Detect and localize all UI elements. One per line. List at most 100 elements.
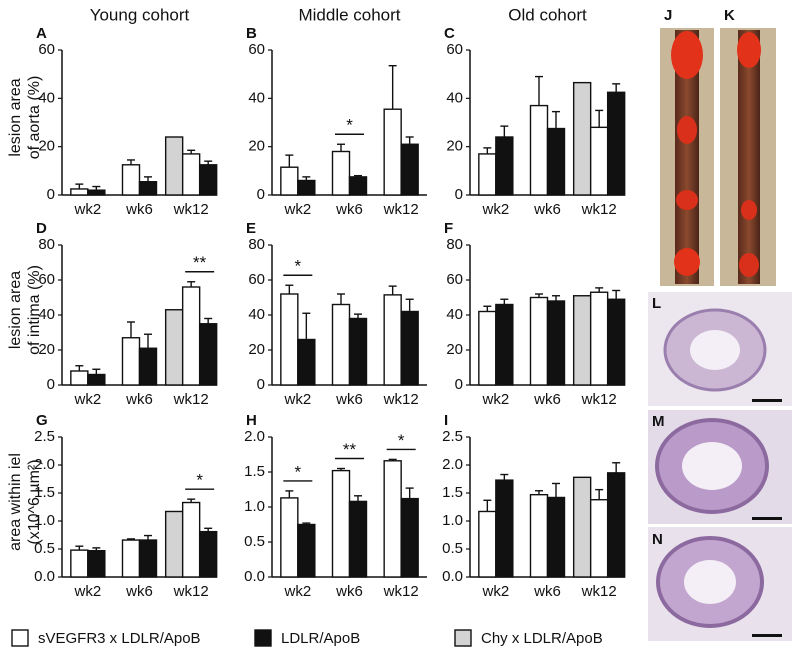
bar xyxy=(181,286,201,386)
bar xyxy=(297,338,316,386)
bar xyxy=(280,497,299,578)
aorta-strip xyxy=(738,30,760,284)
x-tick-label: wk6 xyxy=(533,391,561,408)
legend-swatch xyxy=(254,629,272,647)
histology-n xyxy=(648,527,792,641)
significance-label: * xyxy=(196,471,203,490)
x-tick-label: wk12 xyxy=(383,391,419,408)
bar xyxy=(400,143,419,196)
bar xyxy=(400,310,419,386)
y-tick-label: 20 xyxy=(446,341,463,358)
bar xyxy=(297,523,316,578)
significance-label: ** xyxy=(193,253,207,272)
y-tick-label: 60 xyxy=(446,271,463,288)
x-tick-label: wk12 xyxy=(173,583,209,600)
y-tick-label: 60 xyxy=(248,41,265,58)
bar xyxy=(198,164,218,196)
y-tick-label: 80 xyxy=(38,236,55,253)
x-tick-label: wk2 xyxy=(73,583,101,600)
histology-l xyxy=(648,292,792,406)
bar xyxy=(181,153,201,196)
bar xyxy=(495,303,514,386)
scale-bar xyxy=(752,399,782,402)
x-tick-label: wk12 xyxy=(581,391,617,408)
bar xyxy=(181,501,201,578)
bar xyxy=(495,479,514,578)
y-tick-label: 60 xyxy=(248,271,265,288)
panel-letter: E xyxy=(246,220,256,237)
legend-label: LDLR/ApoB xyxy=(281,630,360,647)
panel-letter: M xyxy=(652,413,665,430)
x-tick-label: wk12 xyxy=(383,201,419,218)
histology-m xyxy=(648,410,792,524)
x-tick-label: wk12 xyxy=(383,583,419,600)
y-tick-label: 0 xyxy=(47,186,55,203)
y-tick-label: 20 xyxy=(248,341,265,358)
bar xyxy=(572,81,592,196)
y-tick-label: 40 xyxy=(446,306,463,323)
panel-letter: N xyxy=(652,531,663,548)
bar xyxy=(589,291,609,386)
bar xyxy=(529,296,549,386)
bar xyxy=(529,104,549,196)
lesion-stain xyxy=(737,32,761,68)
bar xyxy=(70,549,89,578)
y-tick-label: 60 xyxy=(446,41,463,58)
bar xyxy=(495,136,514,196)
y-axis-label: area within iel xyxy=(7,453,24,551)
y-tick-label: 0.5 xyxy=(244,533,265,550)
x-tick-label: wk6 xyxy=(533,201,561,218)
legend-swatch xyxy=(454,629,472,647)
y-tick-label: 0 xyxy=(257,376,265,393)
y-tick-label: 1.0 xyxy=(244,498,265,515)
lesion-stain xyxy=(674,248,700,276)
y-tick-label: 0.5 xyxy=(34,540,55,557)
x-tick-label: wk12 xyxy=(173,201,209,218)
scale-bar xyxy=(752,634,782,637)
y-tick-label: 1.5 xyxy=(442,484,463,501)
lumen xyxy=(690,330,740,370)
x-tick-label: wk12 xyxy=(581,201,617,218)
bar xyxy=(572,476,592,578)
y-tick-label: 1.0 xyxy=(442,512,463,529)
lesion-stain xyxy=(677,116,697,144)
x-tick-label: wk6 xyxy=(533,583,561,600)
lumen xyxy=(682,442,742,490)
y-tick-label: 0 xyxy=(257,186,265,203)
bar xyxy=(121,539,141,578)
y-tick-label: 1.0 xyxy=(34,512,55,529)
panel-letter: A xyxy=(36,25,47,42)
bar xyxy=(606,472,626,578)
y-axis-label: lesion area xyxy=(7,271,24,349)
y-tick-label: 20 xyxy=(446,138,463,155)
x-tick-label: wk6 xyxy=(335,201,363,218)
bar xyxy=(348,176,368,196)
legend-label: Chy x LDLR/ApoB xyxy=(481,630,603,647)
panel-letter: L xyxy=(652,295,661,312)
x-tick-label: wk2 xyxy=(283,583,311,600)
significance-label: * xyxy=(295,462,302,481)
lesion-stain xyxy=(739,253,759,277)
bar xyxy=(546,300,566,386)
y-axis-label: of intima (%) xyxy=(26,265,43,355)
bar xyxy=(164,136,184,196)
bar xyxy=(546,127,566,196)
bar xyxy=(478,153,497,196)
x-tick-label: wk6 xyxy=(335,583,363,600)
y-axis-label: of aorta (%) xyxy=(26,76,43,160)
y-tick-label: 2.0 xyxy=(244,428,265,445)
panel-letter: K xyxy=(724,7,735,24)
x-tick-label: wk2 xyxy=(73,391,101,408)
bar xyxy=(383,460,402,578)
column-title: Young cohort xyxy=(90,5,190,24)
bar xyxy=(348,500,368,578)
bar xyxy=(87,549,106,578)
column-title: Middle cohort xyxy=(298,5,400,24)
photo-j xyxy=(660,28,714,286)
x-tick-label: wk6 xyxy=(125,201,153,218)
y-tick-label: 80 xyxy=(248,236,265,253)
bar xyxy=(138,181,158,196)
scale-bar xyxy=(752,517,782,520)
bar xyxy=(121,164,141,196)
